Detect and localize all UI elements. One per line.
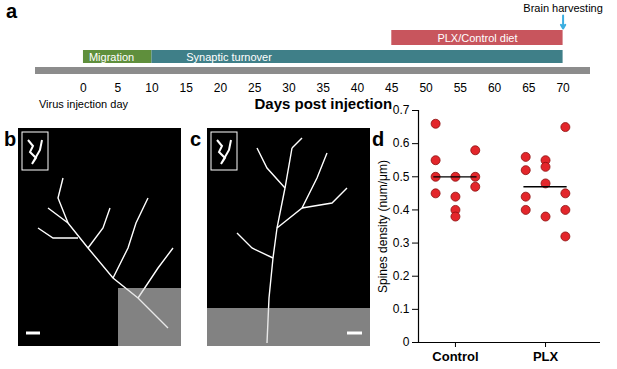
- svg-text:5: 5: [114, 81, 121, 95]
- svg-text:0.4: 0.4: [393, 203, 410, 217]
- svg-text:0.6: 0.6: [393, 136, 410, 150]
- svg-text:0.1: 0.1: [393, 302, 410, 316]
- svg-text:0: 0: [403, 335, 410, 349]
- svg-text:Control: Control: [432, 349, 478, 364]
- svg-text:Brain harvesting: Brain harvesting: [523, 2, 603, 14]
- html-text:a: a: [6, 0, 18, 22]
- svg-text:45: 45: [385, 81, 399, 95]
- svg-text:PLX: PLX: [533, 349, 559, 364]
- svg-text:25: 25: [248, 81, 262, 95]
- svg-text:Virus injection day: Virus injection day: [39, 98, 129, 110]
- svg-text:70: 70: [556, 81, 570, 95]
- svg-text:60: 60: [488, 81, 502, 95]
- svg-text:15: 15: [180, 81, 194, 95]
- svg-text:35: 35: [317, 81, 331, 95]
- html-text:d: d: [372, 128, 385, 150]
- svg-text:Migration: Migration: [89, 51, 134, 63]
- svg-text:55: 55: [454, 81, 468, 95]
- svg-text:Synaptic turnover: Synaptic turnover: [186, 51, 272, 63]
- svg-text:40: 40: [351, 81, 365, 95]
- svg-text:30: 30: [282, 81, 296, 95]
- svg-text:50: 50: [419, 81, 433, 95]
- svg-text:10: 10: [145, 81, 159, 95]
- svg-text:0.5: 0.5: [393, 170, 410, 184]
- svg-text:0: 0: [80, 81, 87, 95]
- svg-text:Spines density (num/μm): Spines density (num/μm): [376, 160, 390, 293]
- svg-text:20: 20: [214, 81, 228, 95]
- svg-text:Days post injection: Days post injection: [255, 95, 393, 112]
- html-text:c: c: [190, 128, 202, 150]
- svg-text:0.2: 0.2: [393, 269, 410, 283]
- svg-text:65: 65: [522, 81, 536, 95]
- svg-text:0.3: 0.3: [393, 236, 410, 250]
- html-text:b: b: [4, 128, 17, 150]
- svg-text:PLX/Control diet: PLX/Control diet: [437, 32, 517, 44]
- svg-text:0.7: 0.7: [393, 103, 410, 117]
